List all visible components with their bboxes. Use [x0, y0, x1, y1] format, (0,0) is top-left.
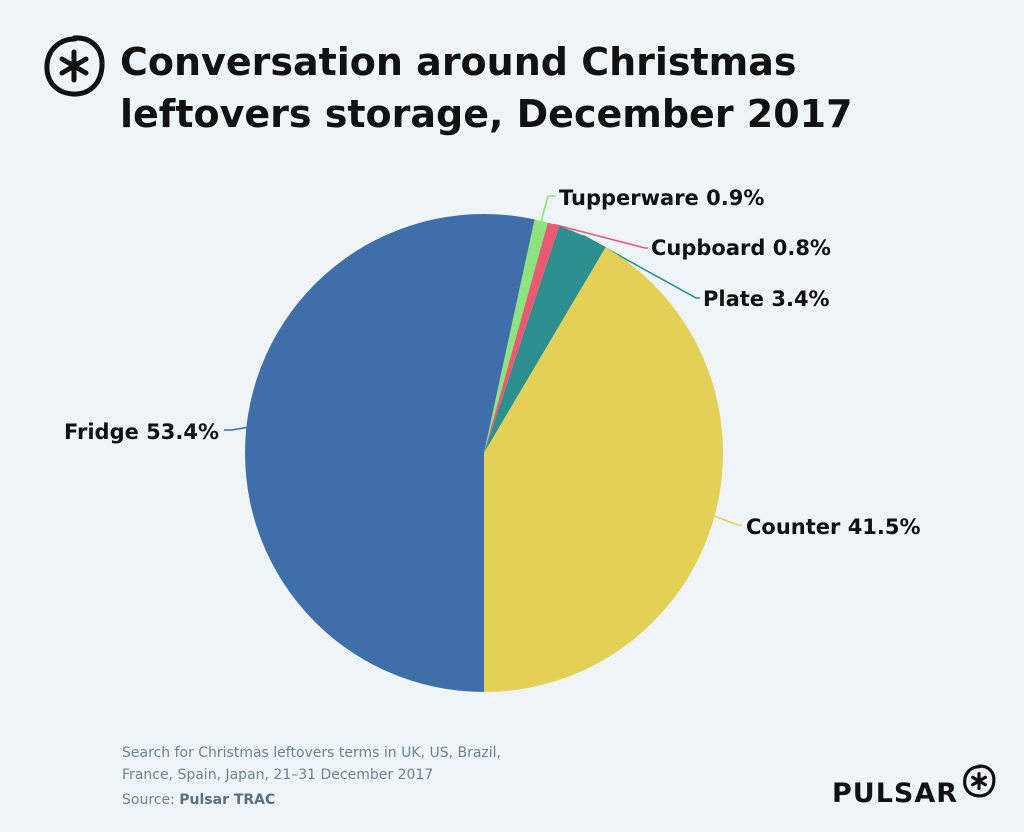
pie-slice-plate	[484, 226, 606, 453]
chart-note: Search for Christmas leftovers terms in …	[122, 742, 501, 786]
pie-slice-counter	[484, 247, 723, 692]
chart-note-line-1: Search for Christmas leftovers terms in …	[122, 745, 502, 761]
chart-source: Source: Pulsar TRAC	[122, 792, 275, 808]
pie-slice-cupboard	[484, 222, 560, 453]
pulsar-brand-icon	[963, 764, 996, 798]
source-prefix: Source:	[122, 792, 175, 808]
leader-line-fridge	[224, 426, 247, 431]
source-name: Pulsar TRAC	[179, 792, 276, 808]
slice-label-counter: Counter 41.5%	[746, 515, 921, 539]
chart-note-line-2: France, Spain, Japan, 21–31 December 201…	[122, 767, 434, 783]
slice-label-plate: Plate 3.4%	[703, 287, 830, 311]
pulsar-logo-icon	[44, 35, 105, 97]
brand-wordmark: PULSAR	[832, 778, 959, 809]
pie-slice-fridge	[244, 213, 535, 692]
slice-label-cupboard: Cupboard 0.8%	[651, 236, 831, 260]
leader-line-plate	[582, 234, 700, 299]
chart-title: Conversation around Christmas leftovers …	[120, 40, 853, 136]
leader-line-tupperware	[540, 195, 556, 222]
leader-line-cupboard	[553, 223, 648, 249]
slice-label-tupperware: Tupperware 0.9%	[559, 186, 764, 210]
pie-slice-tupperware	[484, 219, 548, 453]
leader-line-counter	[714, 515, 742, 526]
slice-label-fridge: Fridge 53.4%	[64, 420, 219, 444]
